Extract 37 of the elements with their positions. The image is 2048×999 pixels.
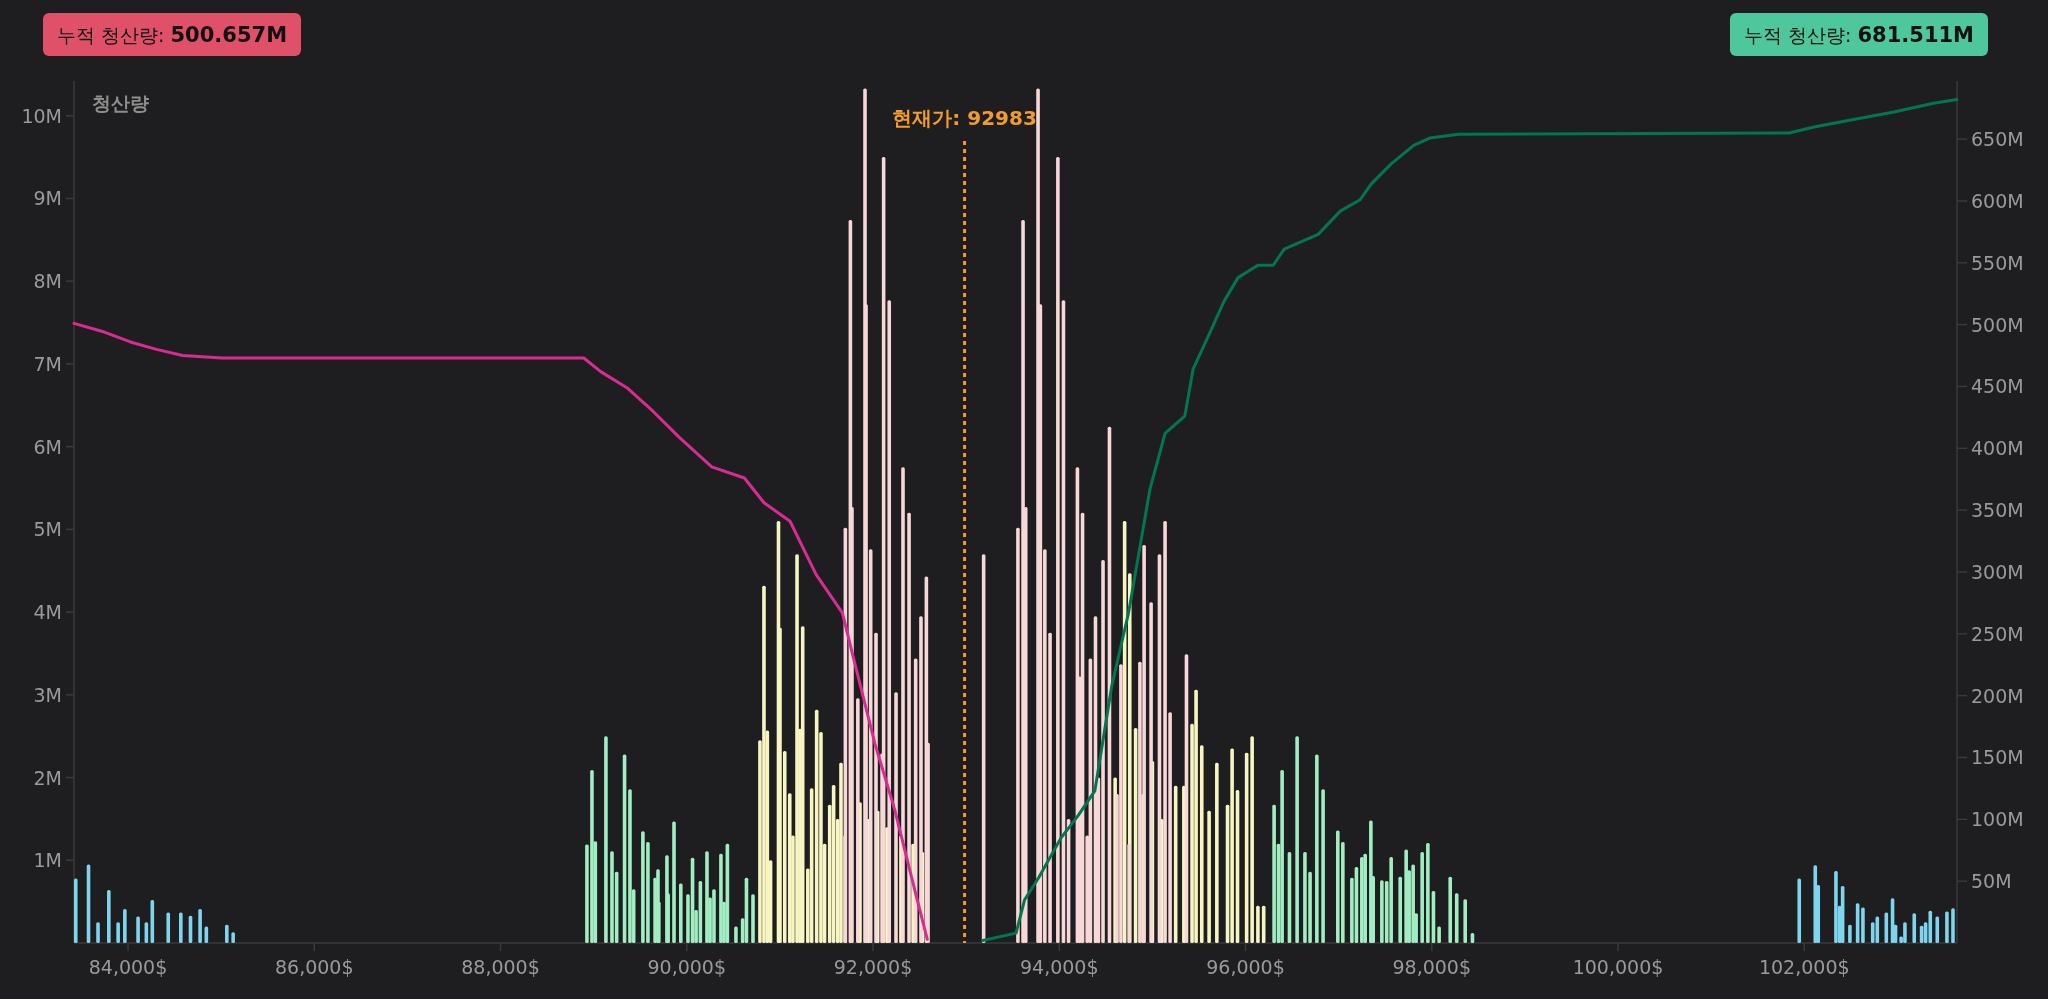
y2-tick-label: 550M <box>1971 251 2024 274</box>
y2-tick-label: 500M <box>1971 313 2024 336</box>
y2-tick-label: 300M <box>1971 560 2024 583</box>
y-tick-label: 10M <box>21 104 62 127</box>
ref-line-label: 현재가: 92983 <box>892 106 1037 130</box>
x-tick-label: 100,000$ <box>1572 956 1664 978</box>
x-tick-label: 84,000$ <box>88 956 168 978</box>
x-tick-label: 102,000$ <box>1758 956 1850 978</box>
x-tick-label: 98,000$ <box>1392 956 1472 978</box>
y-tick-label: 2M <box>33 766 62 789</box>
y2-tick-label: 650M <box>1971 128 2024 151</box>
annotation: 누적 청산량: 500.657M <box>43 13 302 56</box>
y-tick-label: 3M <box>33 683 62 706</box>
annotation: 누적 청산량: 681.511M <box>1729 13 1988 56</box>
y-tick-label: 6M <box>33 435 62 458</box>
y-tick-label: 7M <box>33 352 62 375</box>
y2-tick-label: 350M <box>1971 499 2024 522</box>
y2-tick-label: 200M <box>1971 684 2024 707</box>
y2-tick-label: 100M <box>1971 808 2024 831</box>
x-tick-label: 94,000$ <box>1019 956 1099 978</box>
y-tick-label: 4M <box>33 601 62 624</box>
x-tick-label: 96,000$ <box>1206 956 1285 978</box>
y2-tick-label: 250M <box>1971 622 2024 645</box>
y2-tick-label: 150M <box>1971 746 2024 769</box>
x-tick-label: 86,000$ <box>274 956 354 978</box>
x-tick-label: 88,000$ <box>461 956 540 978</box>
y-tick-label: 5M <box>33 518 62 541</box>
x-tick-label: 92,000$ <box>833 956 913 978</box>
y-tick-label: 9M <box>33 187 62 210</box>
y2-tick-label: 600M <box>1971 189 2024 212</box>
y-tick-label: 8M <box>33 270 62 293</box>
y2-tick-label: 450M <box>1971 375 2024 398</box>
y2-tick-label: 50M <box>1971 870 2012 893</box>
y2-tick-label: 400M <box>1971 437 2024 460</box>
y-axis-title: 청산량 <box>92 92 149 114</box>
y-tick-label: 1M <box>33 849 62 872</box>
x-tick-label: 90,000$ <box>647 956 727 978</box>
